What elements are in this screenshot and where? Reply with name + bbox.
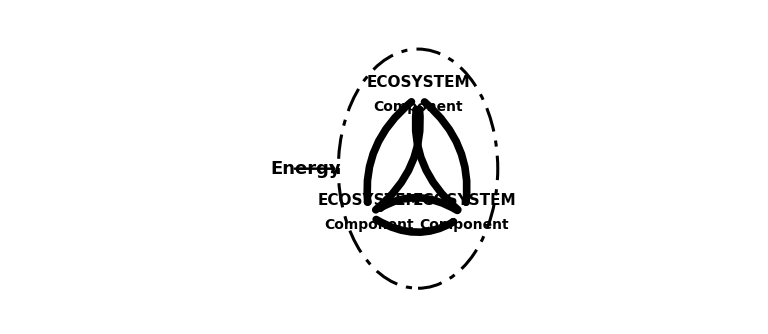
Text: ECOSYSTEM: ECOSYSTEM: [366, 75, 470, 90]
Text: ECOSYSTEM: ECOSYSTEM: [317, 193, 421, 208]
FancyArrowPatch shape: [415, 110, 458, 210]
Text: ECOSYSTEM: ECOSYSTEM: [412, 193, 516, 208]
Text: Component: Component: [419, 218, 509, 232]
Text: Energy: Energy: [270, 160, 341, 178]
FancyArrowPatch shape: [376, 110, 420, 210]
Text: Component: Component: [373, 100, 463, 114]
FancyArrowPatch shape: [376, 219, 453, 232]
FancyArrowPatch shape: [425, 102, 467, 202]
FancyArrowPatch shape: [380, 198, 457, 210]
Text: Component: Component: [324, 218, 414, 232]
FancyArrowPatch shape: [367, 102, 412, 202]
